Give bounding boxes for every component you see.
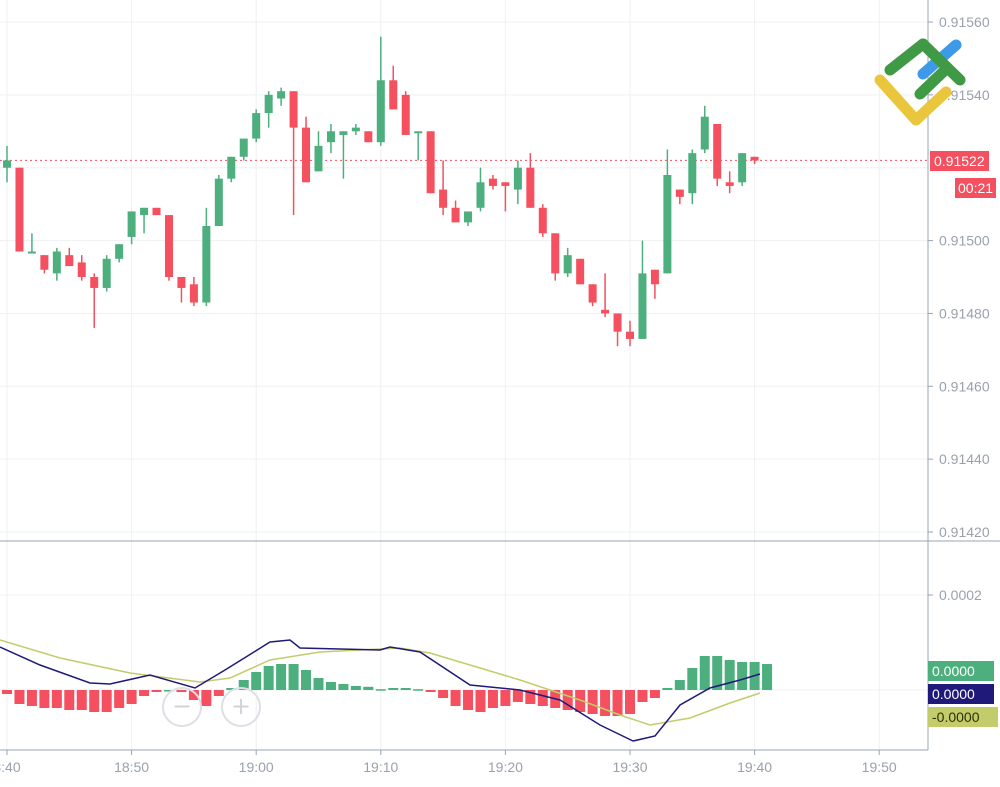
candle [576, 258, 585, 285]
candle [90, 277, 99, 288]
candle [314, 145, 323, 172]
candle [488, 178, 497, 186]
candle [414, 131, 423, 134]
countdown-badge: 00:21 [955, 178, 997, 198]
candle [177, 277, 186, 288]
candle [663, 175, 672, 274]
candle [750, 156, 759, 161]
candle [401, 94, 410, 135]
candle [189, 284, 198, 303]
candle [588, 284, 597, 303]
candle [27, 251, 36, 254]
candle [277, 91, 286, 99]
candle [252, 113, 261, 139]
candle [40, 255, 49, 270]
svg-text:0.91560: 0.91560 [939, 14, 990, 30]
candle [613, 313, 622, 332]
svg-text:0.91540: 0.91540 [939, 87, 990, 103]
candle [326, 131, 335, 143]
candle [214, 178, 223, 227]
candle [127, 211, 136, 237]
candle [551, 233, 560, 274]
candle [601, 309, 610, 314]
candle [15, 167, 24, 252]
candle [700, 116, 709, 150]
svg-text:19:40: 19:40 [737, 759, 772, 775]
candle [202, 226, 211, 303]
candle [526, 167, 535, 208]
svg-text:19:10: 19:10 [363, 759, 398, 775]
candle [650, 269, 659, 285]
candle [364, 131, 373, 143]
candle [389, 80, 398, 110]
brand-logo-icon [874, 38, 966, 126]
candle [675, 189, 684, 197]
candle [513, 167, 522, 190]
candle [351, 127, 360, 132]
current-price-badge: 0.91522 [930, 151, 989, 171]
candle [376, 80, 385, 143]
candle [451, 207, 460, 223]
svg-text:19:50: 19:50 [862, 759, 897, 775]
svg-text:19:30: 19:30 [612, 759, 647, 775]
candle [339, 131, 348, 135]
candle [563, 255, 572, 274]
minus-icon: − [171, 692, 193, 720]
macd-signal-badge: -0.0000 [928, 707, 998, 727]
candle [140, 207, 149, 216]
svg-text:19:20: 19:20 [488, 759, 523, 775]
svg-text:19:00: 19:00 [239, 759, 274, 775]
candle [713, 124, 722, 179]
candle [464, 211, 473, 223]
candle [102, 258, 111, 288]
candle [688, 153, 697, 194]
svg-text:0.91500: 0.91500 [939, 233, 990, 249]
macd-line [0, 639, 761, 742]
candle [501, 182, 510, 186]
candle [264, 94, 273, 114]
candle [164, 215, 173, 278]
candle [152, 207, 161, 216]
candle [439, 189, 448, 208]
candle [289, 91, 298, 128]
svg-text:0.91420: 0.91420 [939, 524, 990, 540]
candle [65, 255, 74, 267]
candle [725, 182, 734, 186]
candle [3, 160, 11, 168]
candle [77, 262, 86, 278]
zoom-in-button[interactable]: + [221, 687, 261, 727]
candle [538, 207, 547, 234]
candles [3, 36, 759, 347]
svg-text:18:50: 18:50 [114, 759, 149, 775]
svg-text:0.91440: 0.91440 [939, 451, 990, 467]
candle [738, 153, 747, 183]
macd-histogram-badge: 0.0000 [928, 661, 994, 681]
candle [476, 182, 485, 208]
candle [302, 127, 311, 183]
svg-text:0.91460: 0.91460 [939, 378, 990, 394]
candle [115, 244, 124, 259]
candle [52, 251, 61, 274]
macd-histogram [2, 656, 773, 716]
candle [638, 273, 647, 339]
svg-text:0.91480: 0.91480 [939, 305, 990, 321]
candle [626, 331, 634, 339]
plus-icon: + [230, 692, 252, 720]
candle [426, 131, 435, 194]
svg-text:0.0002: 0.0002 [939, 587, 982, 603]
candle [239, 138, 248, 157]
candle [227, 156, 236, 179]
svg-text:8:40: 8:40 [0, 759, 21, 775]
macd-line-badge: 0.0000 [928, 684, 994, 704]
zoom-out-button[interactable]: − [162, 687, 202, 727]
